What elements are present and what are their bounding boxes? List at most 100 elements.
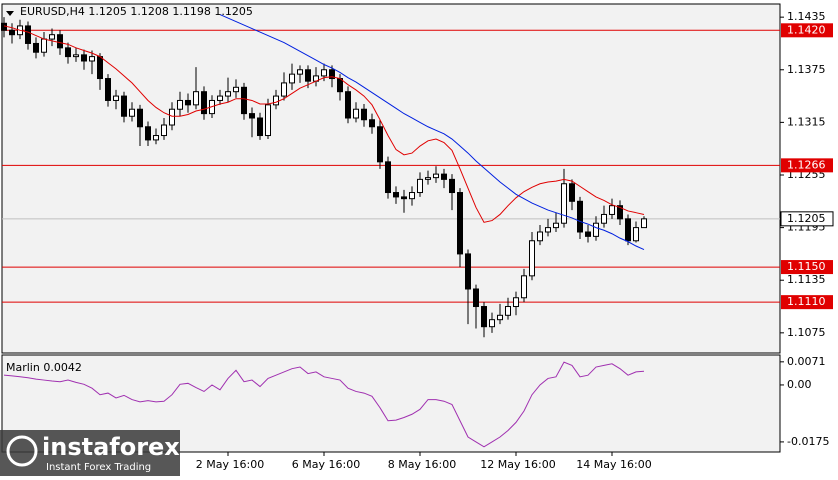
candle-body xyxy=(609,205,615,215)
candle-body xyxy=(145,126,151,141)
y-tick-label: 1.1075 xyxy=(787,326,826,339)
y-tick-label: 1.1135 xyxy=(787,273,826,286)
level-label: 1.1420 xyxy=(787,23,826,36)
candle-body xyxy=(561,183,567,224)
candle-body xyxy=(337,78,343,93)
candle-body xyxy=(41,38,47,53)
ma-slow-line xyxy=(219,14,645,250)
candle-body xyxy=(329,69,335,80)
candle-body xyxy=(401,196,407,200)
x-tick-label: 6 May 16:00 xyxy=(292,458,360,471)
logo-icon xyxy=(6,435,38,467)
logo-slogan: Instant Forex Trading xyxy=(46,462,151,473)
candle-body xyxy=(377,126,383,163)
candle-body xyxy=(465,253,471,290)
indicator-name: Marlin xyxy=(6,361,40,374)
y-tick-label: 0.0071 xyxy=(787,355,826,368)
candle-body xyxy=(321,69,327,77)
candle-body xyxy=(241,86,247,115)
candle-body xyxy=(633,227,639,242)
candle-body xyxy=(33,42,39,53)
candle-body xyxy=(289,73,295,84)
candle-body xyxy=(177,99,183,110)
candle-body xyxy=(449,178,455,194)
x-tick-label: 2 May 16:00 xyxy=(196,458,264,471)
candle-body xyxy=(185,99,191,106)
candle-body xyxy=(537,231,543,242)
candle-body xyxy=(505,306,511,316)
candle-body xyxy=(297,69,303,75)
y-tick-label: 1.1315 xyxy=(787,115,826,128)
candle-body xyxy=(137,108,143,128)
price-label-box xyxy=(780,211,834,227)
candle-body xyxy=(249,113,255,119)
candle-body xyxy=(105,78,111,101)
candle-body xyxy=(161,124,167,137)
level-label: 1.1266 xyxy=(787,158,826,171)
chart-title: EURUSD,H4 1.1205 1.1208 1.1198 1.1205 xyxy=(20,5,253,18)
candle-body xyxy=(521,275,527,299)
y-tick-label: 1.1435 xyxy=(787,10,826,23)
candle-body xyxy=(153,135,159,141)
level-label-box xyxy=(781,158,833,173)
candle-body xyxy=(25,25,31,44)
candle-body xyxy=(417,178,423,194)
candle-body xyxy=(409,192,415,200)
candle-body xyxy=(193,91,199,106)
candle-body xyxy=(57,34,63,49)
level-label-box xyxy=(781,23,833,38)
candle-body xyxy=(89,56,95,62)
candle-body xyxy=(473,288,479,308)
candle-body xyxy=(369,119,375,128)
menu-arrow xyxy=(6,11,14,16)
candle-body xyxy=(65,47,71,58)
candle-body xyxy=(361,108,367,121)
candle-body xyxy=(9,29,15,36)
candle-body xyxy=(441,173,447,180)
candle-body xyxy=(129,108,135,117)
candle-body xyxy=(513,297,519,308)
level-label-box xyxy=(781,260,833,275)
candle-body xyxy=(585,231,591,237)
candle-body xyxy=(553,222,559,229)
candle-body xyxy=(601,213,607,224)
logo-brand: instaforex xyxy=(42,433,180,461)
candle-body xyxy=(217,95,223,101)
plot-layer xyxy=(1,14,784,456)
candle-body xyxy=(273,95,279,106)
x-tick-label: 12 May 16:00 xyxy=(480,458,555,471)
logo-box xyxy=(0,430,180,476)
candle-body xyxy=(641,218,647,229)
candle-body xyxy=(425,177,431,180)
level-label-box xyxy=(781,295,833,310)
level-label: 1.1150 xyxy=(787,260,826,273)
y-tick-label: 0.00 xyxy=(787,378,812,391)
candle-body xyxy=(529,240,535,277)
candle-body xyxy=(593,222,599,237)
candle-body xyxy=(169,108,175,126)
indicator-line xyxy=(3,361,645,448)
candle-body xyxy=(385,161,391,194)
candle-body xyxy=(345,91,351,119)
candle-body xyxy=(121,95,127,117)
candle-body xyxy=(433,173,439,179)
candle-body xyxy=(73,54,79,58)
ma-fast-line xyxy=(3,25,645,223)
candle-body xyxy=(225,91,231,97)
x-tick-label: 8 May 16:00 xyxy=(388,458,456,471)
candle-body xyxy=(577,200,583,233)
candle-body xyxy=(545,227,551,233)
candle-body xyxy=(617,205,623,220)
candle-body xyxy=(569,183,575,202)
candle-body xyxy=(257,117,263,137)
candle-body xyxy=(497,314,503,321)
y-tick-label: -0.0175 xyxy=(787,435,829,448)
candle-body xyxy=(113,95,119,101)
y-tick-label: 1.1375 xyxy=(787,63,826,76)
candle-body xyxy=(625,218,631,242)
candle-body xyxy=(97,56,103,80)
level-label: 1.1110 xyxy=(787,295,826,308)
candle-body xyxy=(353,108,359,119)
candle-body xyxy=(233,86,239,93)
